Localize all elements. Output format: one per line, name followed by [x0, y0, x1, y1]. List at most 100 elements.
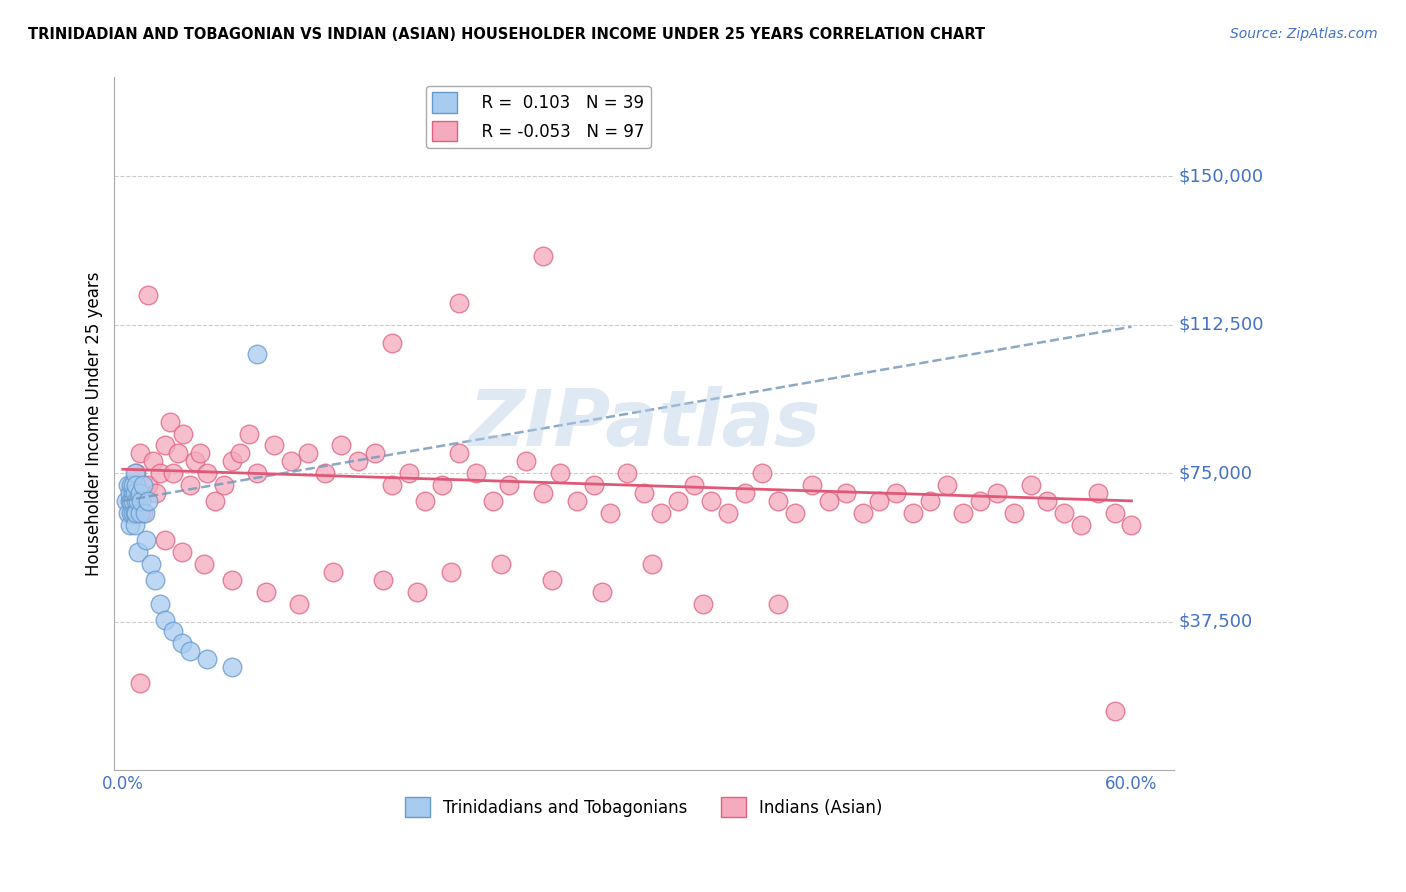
Point	[768, 494, 790, 508]
Point	[179, 644, 201, 658]
Point	[1036, 494, 1059, 508]
Point	[381, 478, 404, 492]
Text: $37,500: $37,500	[1178, 613, 1253, 631]
Text: ZIPatlas: ZIPatlas	[468, 385, 820, 462]
Point	[246, 347, 269, 361]
Point	[565, 494, 588, 508]
Point	[1019, 478, 1042, 492]
Point	[1104, 506, 1126, 520]
Point	[115, 494, 138, 508]
Point	[124, 486, 146, 500]
Point	[1087, 486, 1109, 500]
Point	[540, 573, 562, 587]
Point	[132, 506, 155, 520]
Point	[124, 506, 146, 520]
Point	[122, 486, 145, 500]
Point	[440, 565, 463, 579]
Point	[868, 494, 890, 508]
Point	[195, 466, 218, 480]
Point	[969, 494, 991, 508]
Point	[531, 248, 554, 262]
Point	[330, 438, 353, 452]
Point	[364, 446, 387, 460]
Point	[117, 506, 139, 520]
Point	[288, 597, 311, 611]
Point	[143, 573, 166, 587]
Point	[650, 506, 672, 520]
Point	[263, 438, 285, 452]
Point	[1104, 704, 1126, 718]
Point	[599, 506, 621, 520]
Point	[322, 565, 344, 579]
Point	[683, 478, 706, 492]
Point	[884, 486, 907, 500]
Point	[238, 426, 260, 441]
Point	[193, 558, 215, 572]
Point	[785, 506, 807, 520]
Point	[172, 426, 194, 441]
Point	[162, 624, 184, 639]
Point	[818, 494, 841, 508]
Point	[481, 494, 503, 508]
Point	[700, 494, 723, 508]
Point	[1070, 517, 1092, 532]
Point	[179, 478, 201, 492]
Point	[464, 466, 486, 480]
Text: TRINIDADIAN AND TOBAGONIAN VS INDIAN (ASIAN) HOUSEHOLDER INCOME UNDER 25 YEARS C: TRINIDADIAN AND TOBAGONIAN VS INDIAN (AS…	[28, 27, 986, 42]
Point	[901, 506, 924, 520]
Point	[768, 597, 790, 611]
Point	[145, 486, 167, 500]
Point	[246, 466, 269, 480]
Point	[406, 585, 429, 599]
Point	[229, 446, 252, 460]
Point	[734, 486, 756, 500]
Y-axis label: Householder Income Under 25 years: Householder Income Under 25 years	[86, 271, 103, 576]
Point	[120, 494, 142, 508]
Point	[128, 676, 150, 690]
Point	[124, 466, 146, 480]
Point	[280, 454, 302, 468]
Point	[184, 454, 207, 468]
Point	[221, 660, 243, 674]
Point	[127, 545, 149, 559]
Point	[122, 506, 145, 520]
Point	[221, 454, 243, 468]
Point	[641, 558, 664, 572]
Point	[118, 494, 141, 508]
Point	[118, 517, 141, 532]
Point	[188, 446, 211, 460]
Point	[170, 636, 193, 650]
Point	[125, 466, 148, 480]
Point	[136, 478, 159, 492]
Point	[128, 506, 150, 520]
Point	[432, 478, 454, 492]
Point	[118, 486, 141, 500]
Text: Source: ZipAtlas.com: Source: ZipAtlas.com	[1230, 27, 1378, 41]
Point	[149, 597, 172, 611]
Point	[489, 558, 512, 572]
Point	[801, 478, 824, 492]
Text: $75,000: $75,000	[1178, 464, 1253, 483]
Point	[131, 494, 153, 508]
Point	[136, 288, 159, 302]
Point	[918, 494, 941, 508]
Text: $150,000: $150,000	[1178, 168, 1264, 186]
Point	[125, 506, 148, 520]
Text: $112,500: $112,500	[1178, 316, 1264, 334]
Point	[212, 478, 235, 492]
Point	[122, 494, 145, 508]
Point	[616, 466, 638, 480]
Point	[515, 454, 537, 468]
Point	[498, 478, 520, 492]
Point	[127, 494, 149, 508]
Point	[381, 335, 404, 350]
Point	[851, 506, 873, 520]
Point	[117, 478, 139, 492]
Point	[1053, 506, 1076, 520]
Point	[153, 613, 176, 627]
Point	[134, 506, 156, 520]
Point	[142, 454, 165, 468]
Legend: Trinidadians and Tobagonians, Indians (Asian): Trinidadians and Tobagonians, Indians (A…	[398, 790, 890, 824]
Point	[122, 478, 145, 492]
Point	[398, 466, 420, 480]
